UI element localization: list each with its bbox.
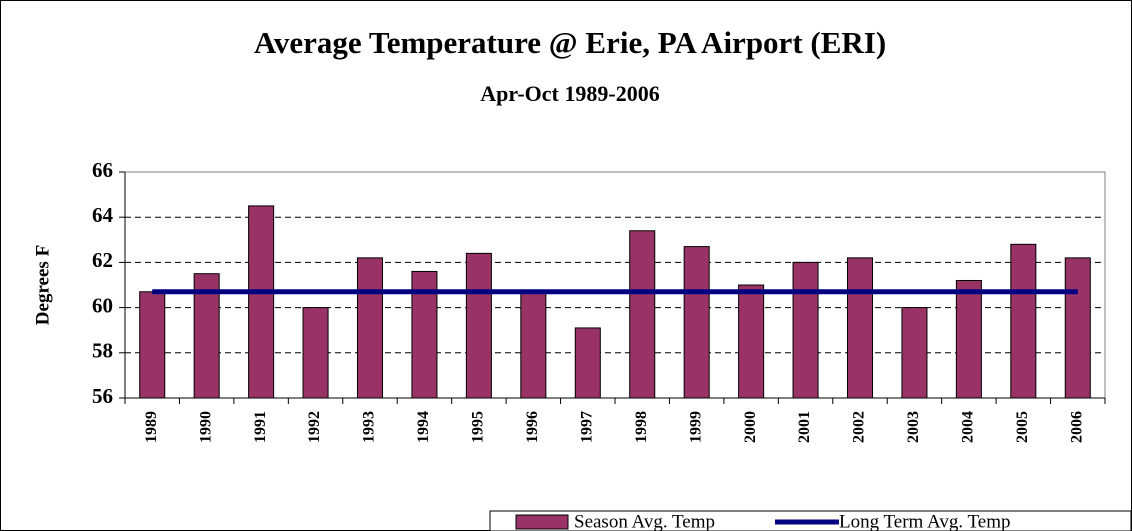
x-tick-label: 2006 bbox=[1068, 411, 1085, 443]
x-tick-label: 2003 bbox=[905, 411, 922, 443]
y-tick-label: 60 bbox=[92, 293, 113, 317]
x-tick-label: 1995 bbox=[470, 411, 487, 443]
chart-title: Average Temperature @ Erie, PA Airport (… bbox=[254, 25, 886, 60]
x-tick-label: 1991 bbox=[252, 411, 269, 443]
bar bbox=[792, 261, 819, 399]
x-tick-label: 1992 bbox=[306, 411, 323, 443]
x-tick-label: 1989 bbox=[143, 411, 160, 443]
x-tick-label: 2005 bbox=[1014, 411, 1031, 443]
bar bbox=[520, 291, 547, 399]
bar bbox=[846, 257, 874, 399]
bar bbox=[955, 279, 982, 399]
bar bbox=[1064, 257, 1091, 399]
y-tick-label: 58 bbox=[92, 339, 113, 363]
bar bbox=[1010, 243, 1037, 399]
x-tick-label: 1998 bbox=[633, 411, 650, 443]
y-tick-label: 56 bbox=[92, 384, 113, 408]
bar bbox=[248, 205, 275, 399]
legend-label: Long Term Avg. Temp bbox=[839, 511, 1011, 531]
bar bbox=[574, 327, 601, 399]
legend-swatch bbox=[515, 514, 569, 530]
plot-area bbox=[124, 171, 1106, 399]
bar bbox=[193, 273, 220, 399]
x-tick-label: 1994 bbox=[415, 411, 432, 443]
legend-label: Season Avg. Temp bbox=[574, 511, 715, 531]
y-tick-label: 66 bbox=[92, 158, 113, 182]
x-tick-label: 2000 bbox=[742, 411, 759, 443]
x-tick-label: 1993 bbox=[361, 411, 378, 443]
bar bbox=[139, 291, 166, 399]
bar bbox=[629, 230, 656, 399]
y-axis-label: Degrees F bbox=[32, 245, 53, 325]
bar bbox=[356, 257, 384, 399]
y-tick-label: 64 bbox=[92, 203, 114, 227]
bar bbox=[683, 246, 710, 399]
x-tick-label: 1999 bbox=[687, 411, 704, 443]
chart-subtitle: Apr-Oct 1989-2006 bbox=[480, 81, 659, 106]
bar bbox=[465, 252, 492, 399]
bar bbox=[738, 284, 765, 399]
x-tick-label: 2004 bbox=[960, 411, 977, 443]
bar bbox=[901, 307, 928, 399]
x-tick-label: 2001 bbox=[796, 411, 813, 443]
x-tick-label: 1990 bbox=[197, 411, 214, 443]
y-tick-label: 62 bbox=[92, 248, 113, 272]
x-tick-label: 2002 bbox=[851, 411, 868, 443]
x-tick-label: 1996 bbox=[524, 411, 541, 443]
bar bbox=[302, 307, 329, 399]
x-tick-label: 1997 bbox=[578, 411, 595, 443]
